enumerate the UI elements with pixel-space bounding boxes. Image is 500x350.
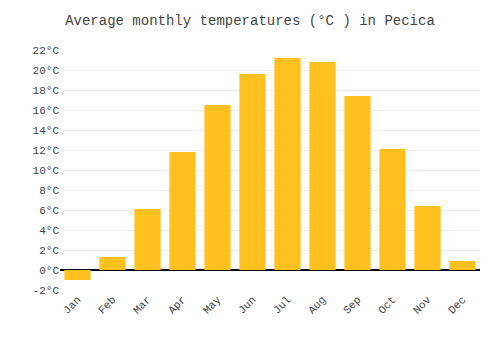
- svg-text:6°C: 6°C: [39, 205, 59, 217]
- svg-text:Apr: Apr: [166, 294, 188, 316]
- svg-text:Feb: Feb: [96, 294, 118, 316]
- svg-text:-2°C: -2°C: [33, 285, 60, 297]
- svg-text:May: May: [201, 294, 224, 317]
- svg-text:Jan: Jan: [61, 294, 83, 316]
- svg-text:22°C: 22°C: [33, 45, 60, 57]
- svg-text:14°C: 14°C: [33, 125, 60, 137]
- svg-text:10°C: 10°C: [33, 165, 60, 177]
- svg-text:20°C: 20°C: [33, 65, 60, 77]
- svg-text:8°C: 8°C: [39, 185, 59, 197]
- svg-text:Aug: Aug: [306, 294, 328, 316]
- svg-text:Sep: Sep: [341, 294, 363, 316]
- svg-text:0°C: 0°C: [39, 265, 59, 277]
- svg-text:Dec: Dec: [446, 294, 468, 316]
- svg-text:2°C: 2°C: [39, 245, 59, 257]
- svg-text:16°C: 16°C: [33, 105, 60, 117]
- svg-text:18°C: 18°C: [33, 85, 60, 97]
- svg-text:Nov: Nov: [411, 294, 434, 317]
- svg-text:Average monthly temperatures (: Average monthly temperatures (°C ) in Pe…: [65, 13, 435, 29]
- svg-text:12°C: 12°C: [33, 145, 60, 157]
- svg-text:Jul: Jul: [271, 294, 293, 316]
- svg-text:Mar: Mar: [131, 294, 153, 316]
- svg-text:4°C: 4°C: [39, 225, 59, 237]
- svg-text:Jun: Jun: [236, 294, 258, 316]
- svg-text:Oct: Oct: [376, 294, 398, 316]
